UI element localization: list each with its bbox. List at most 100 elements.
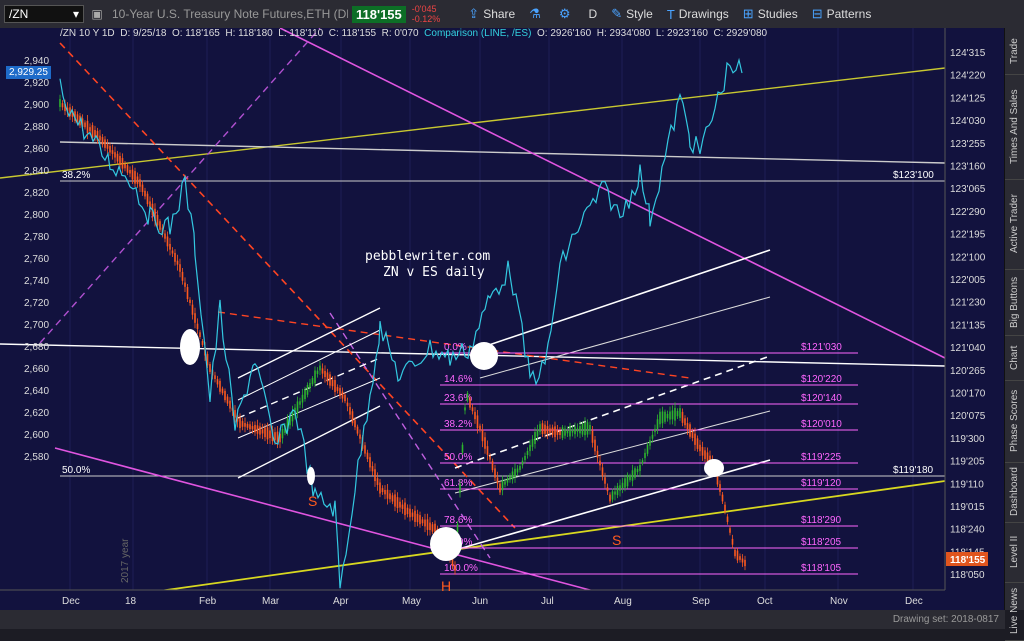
candle-body xyxy=(606,487,609,492)
timeframe-button[interactable]: D xyxy=(589,7,598,21)
left-fib-label: 38.2% xyxy=(62,170,90,181)
candle-body xyxy=(124,163,126,169)
price-chart[interactable]: 0.0% $121'030 14.6% $120'220 23.6% $120'140 38… xyxy=(0,27,1005,610)
x-axis-tick: Mar xyxy=(262,596,280,607)
right-axis-tick: 121'040 xyxy=(950,343,986,354)
candle-body xyxy=(644,452,646,459)
sidebar-tab-live-news[interactable]: Live News xyxy=(1005,582,1024,641)
current-es-value: 2,929.25 xyxy=(6,66,51,79)
candle-body xyxy=(414,510,416,522)
candle-body xyxy=(704,450,706,459)
candle-body xyxy=(549,428,551,433)
candle-body xyxy=(699,444,701,452)
candle-body xyxy=(491,460,494,471)
drawings-button[interactable]: T Drawings xyxy=(667,7,729,22)
patterns-button[interactable]: ⊟ Patterns xyxy=(812,6,872,22)
candle-body xyxy=(434,523,436,536)
candle-body xyxy=(101,137,104,145)
timeframe-label: D xyxy=(588,7,598,21)
trend-line xyxy=(237,329,381,401)
left-axis-tick: 2,720 xyxy=(24,298,49,309)
candle-body xyxy=(679,408,681,418)
chart-canvas[interactable]: 0.0% $121'030 14.6% $120'220 23.6% $120'140 38… xyxy=(0,27,1005,610)
trend-line xyxy=(279,27,946,359)
legend-date: D: 9/25/18 xyxy=(120,28,167,39)
candle-body xyxy=(174,252,176,262)
candle-body xyxy=(454,565,456,571)
right-axis-tick: 123'065 xyxy=(950,184,986,195)
candle-body xyxy=(514,468,516,478)
settings-square-icon[interactable]: ▣ xyxy=(91,7,103,21)
candle-body xyxy=(291,410,294,422)
chart-grid xyxy=(69,28,914,590)
symbol-input[interactable]: /ZN ▾ xyxy=(4,5,84,23)
candle-body xyxy=(686,423,689,430)
candle-body xyxy=(331,379,334,387)
candle-body xyxy=(171,250,174,254)
left-axis-tick: 2,920 xyxy=(24,78,49,89)
candle-body xyxy=(584,422,586,436)
candle-body xyxy=(371,466,374,472)
candle-body xyxy=(459,484,461,493)
candle-body xyxy=(229,400,231,409)
right-axis-tick: 124'125 xyxy=(950,93,986,104)
candle-body xyxy=(664,411,666,422)
candle-body xyxy=(539,424,541,432)
fib-price-label: $118'105 xyxy=(801,563,842,574)
share-button[interactable]: ⇪ Share xyxy=(468,6,515,22)
candle-body xyxy=(309,382,311,389)
trend-line xyxy=(454,355,771,469)
sidebar-tab-level-ii[interactable]: Level II xyxy=(1005,522,1024,583)
candle-body xyxy=(474,411,476,420)
x-axis-tick: Sep xyxy=(692,596,710,607)
right-axis-bg xyxy=(945,28,1005,590)
gear-button[interactable]: ⚙ xyxy=(559,6,575,22)
left-axis-tick: 2,880 xyxy=(24,122,49,133)
candle-body xyxy=(476,415,479,429)
style-button[interactable]: ✎ Style xyxy=(611,6,653,22)
sidebar-tab-chart[interactable]: Chart xyxy=(1005,335,1024,381)
candle-body xyxy=(254,424,256,433)
candle-body xyxy=(206,353,209,366)
candle-body xyxy=(586,422,589,435)
studies-button[interactable]: ⊞ Studies xyxy=(743,6,798,22)
fibonacci-layer: 0.0% $121'030 14.6% $120'220 23.6% $120'140 38… xyxy=(440,342,858,575)
sidebar-tab-active-trader[interactable]: Active Trader xyxy=(1005,179,1024,270)
candle-body xyxy=(566,430,569,434)
sidebar-tab-big-buttons[interactable]: Big Buttons xyxy=(1005,269,1024,336)
candle-body xyxy=(109,145,111,153)
left-axis-tick: 2,700 xyxy=(24,320,49,331)
trend-line xyxy=(237,377,381,439)
right-axis-tick: 122'290 xyxy=(950,207,986,218)
sidebar-tab-times-and-sales[interactable]: Times And Sales xyxy=(1005,74,1024,180)
candle-body xyxy=(339,388,341,396)
candle-body xyxy=(599,460,601,466)
trend-line xyxy=(237,357,381,419)
sidebar-tab-phase-scores[interactable]: Phase Scores xyxy=(1005,380,1024,463)
trend-line xyxy=(479,249,771,349)
sidebar-tab-dashboard[interactable]: Dashboard xyxy=(1005,462,1024,523)
candle-body xyxy=(146,193,149,205)
flask-button[interactable]: ⚗ xyxy=(529,6,545,22)
candle-body xyxy=(96,130,99,141)
candle-body xyxy=(224,390,226,401)
candle-body xyxy=(656,419,659,430)
candlestick-series xyxy=(59,94,746,575)
candle-body xyxy=(369,457,371,468)
candle-body xyxy=(366,452,369,460)
chart-legend: /ZN 10 Y 1D D: 9/25/18 O: 118'165 H: 118… xyxy=(60,28,767,39)
candle-body xyxy=(604,477,606,484)
left-axis-tick: 2,640 xyxy=(24,386,49,397)
left-axis-tick: 2,680 xyxy=(24,342,49,353)
fib-price-label: $120'220 xyxy=(801,374,842,385)
candle-body xyxy=(466,392,469,401)
candle-body xyxy=(681,411,684,423)
candle-body xyxy=(469,398,471,408)
candle-body xyxy=(159,221,161,230)
marker-ellipse xyxy=(430,527,462,561)
marker-ellipse xyxy=(704,459,724,477)
sidebar-tab-trade[interactable]: Trade xyxy=(1005,28,1024,75)
legend-cmp-high: H: 2934'080 xyxy=(596,28,651,39)
candle-body xyxy=(541,423,544,435)
x-axis-tick: May xyxy=(402,596,421,607)
